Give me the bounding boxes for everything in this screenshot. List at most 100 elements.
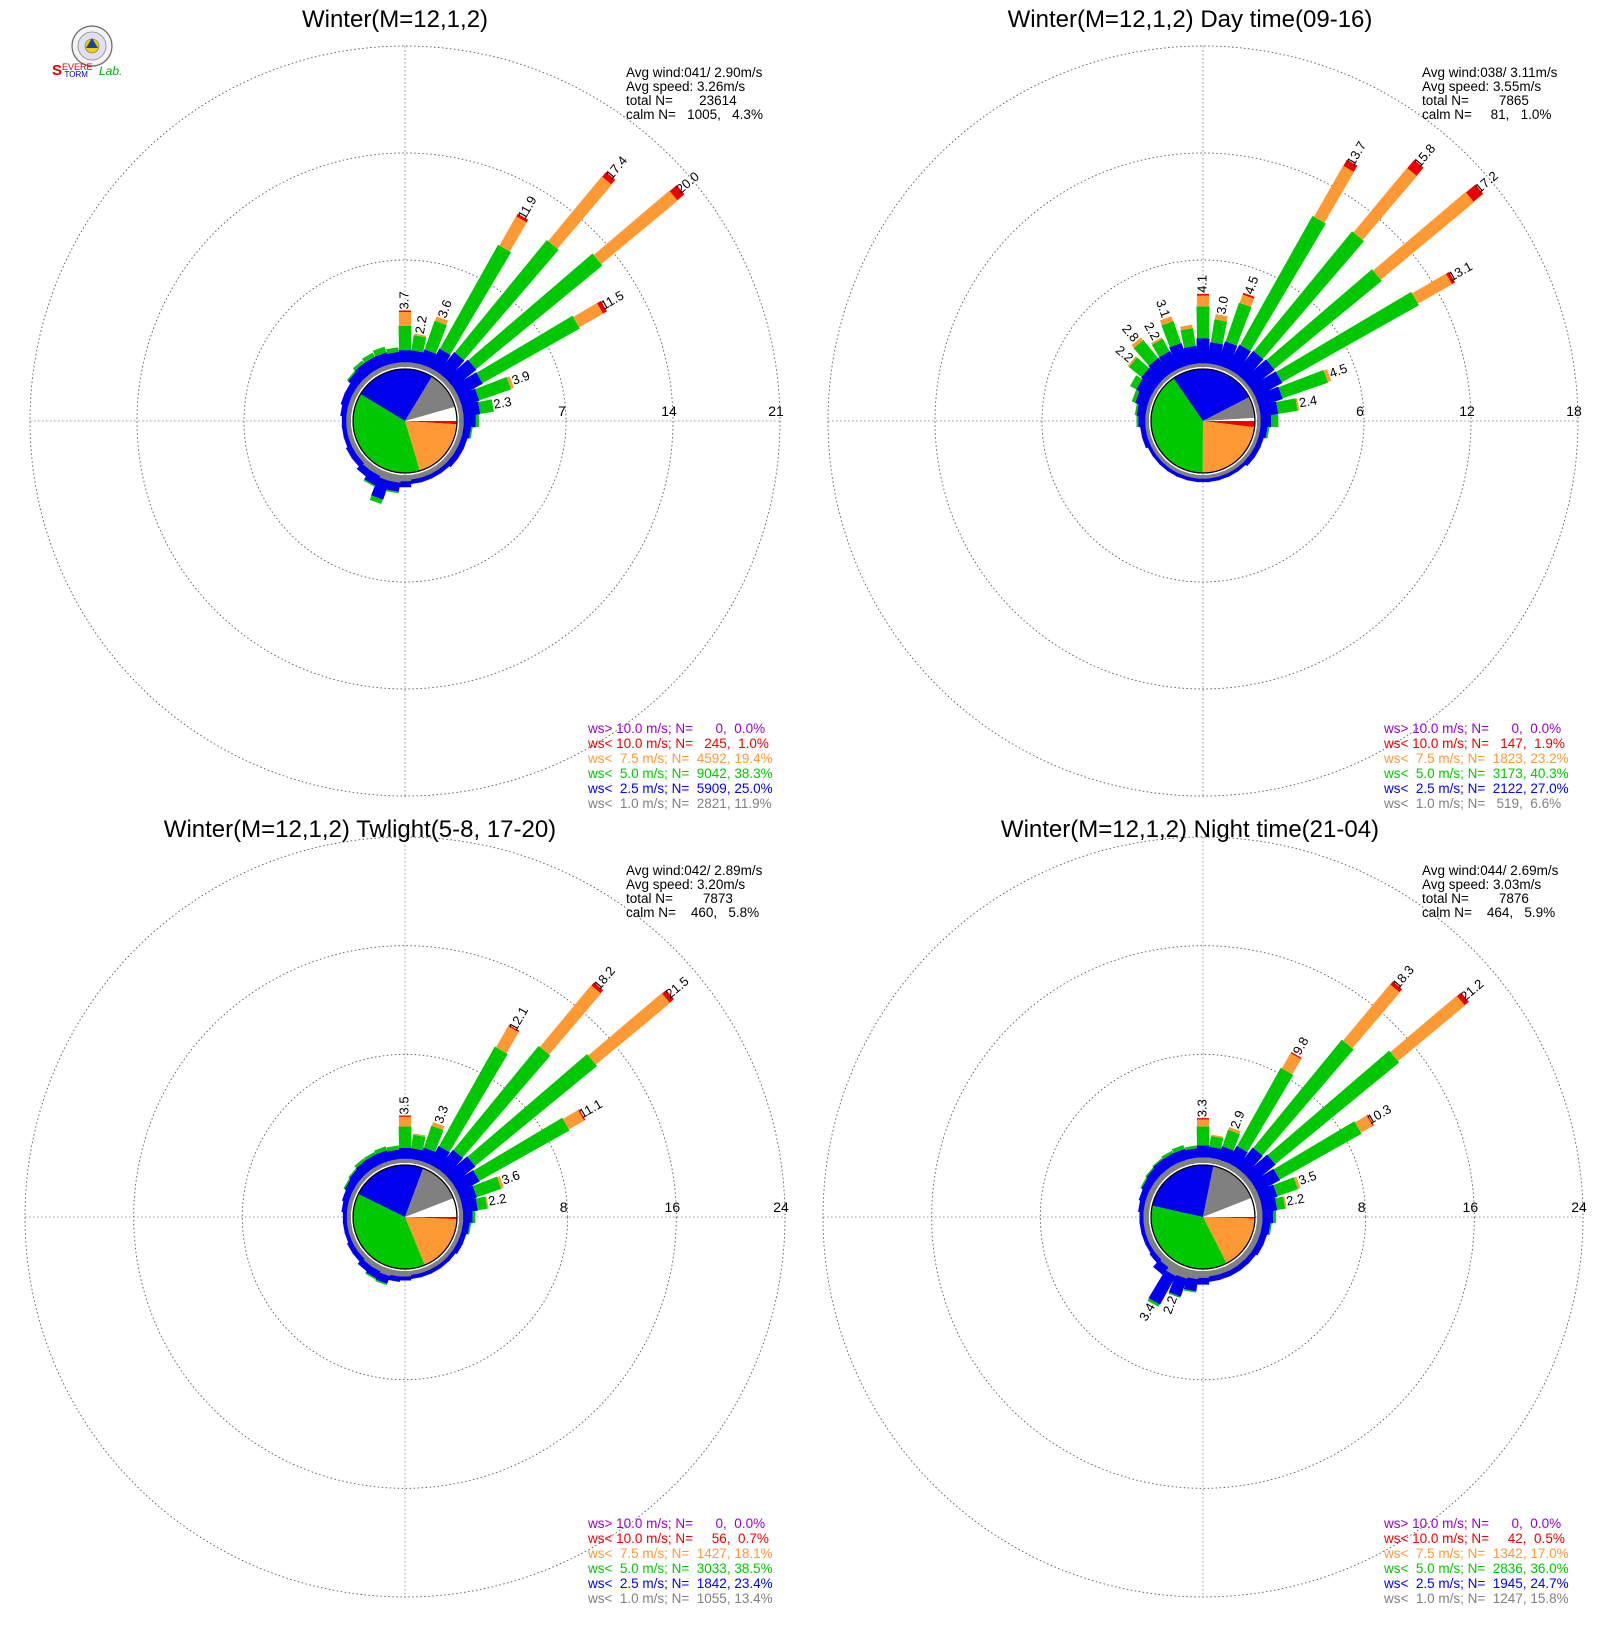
petal-segment [1143, 1220, 1151, 1234]
petal-segment [662, 989, 674, 1003]
petal-segment [409, 350, 424, 365]
petal-segment [386, 351, 401, 365]
petal-segment [1290, 1051, 1302, 1060]
petal-segment [1139, 425, 1148, 438]
petal-label: 3.9 [510, 368, 532, 388]
petal-segment [1266, 269, 1382, 370]
petal-segment [452, 1170, 480, 1194]
petal-segment [506, 376, 514, 389]
ring-label: 16 [665, 1199, 681, 1215]
grid-ring [241, 1053, 569, 1381]
petal-segment [1196, 363, 1210, 367]
petal-segment [1168, 1292, 1181, 1298]
petal-segment [1246, 386, 1256, 400]
petal-segment [379, 363, 393, 373]
petal-segment [431, 1122, 445, 1131]
petal-segment [1150, 442, 1160, 456]
petal-segment [388, 1158, 402, 1165]
petal-label: 2.3 [492, 394, 512, 412]
petal-segment [1295, 398, 1300, 411]
petal-segment [340, 403, 349, 417]
speed-legend: ws> 10.0 m/s; N= 0, 0.0% ws< 10.0 m/s; N… [1384, 721, 1569, 811]
petal-segment [1196, 295, 1210, 307]
petal-segment [1144, 1241, 1155, 1255]
petal-segment [1161, 321, 1182, 348]
petal-segment [1313, 165, 1355, 223]
petal-segment [1258, 425, 1268, 439]
petal-segment [408, 1158, 422, 1165]
petal-segment [1256, 1231, 1268, 1246]
grid-ring [934, 152, 1472, 690]
petal-segment [375, 1272, 390, 1284]
petal-segment [374, 1146, 388, 1155]
petal-segment [452, 372, 483, 397]
hub-slice [405, 376, 456, 421]
petal-segment [1251, 1168, 1281, 1193]
petal-segment [1177, 364, 1191, 373]
petal-segment [1147, 444, 1157, 457]
petal-segment [1251, 1241, 1264, 1256]
petal-segment [1196, 1126, 1210, 1146]
petal-label: 13.1 [1446, 258, 1475, 284]
petal-segment [467, 1054, 598, 1166]
petal-segment [1373, 192, 1475, 280]
petal-segment [1161, 1150, 1174, 1160]
petal-segment [1217, 341, 1238, 369]
petal-segment [1235, 350, 1264, 381]
petal-segment [1196, 1118, 1210, 1120]
petal-segment [1186, 476, 1199, 483]
petal-segment [591, 982, 604, 994]
petal-segment [1273, 1210, 1277, 1224]
total-n: total N= 7865 [1422, 93, 1529, 108]
petal-segment [342, 1221, 349, 1234]
legend-entry: ws< 2.5 m/s; N= 1945, 24.7% [1384, 1576, 1569, 1591]
legend-entry: ws< 1.0 m/s; N= 1055, 13.4% [588, 1591, 773, 1606]
petal-label: 2.2 [487, 1191, 507, 1209]
petal-segment [1239, 294, 1255, 307]
hub-slice [353, 1193, 425, 1269]
petal-segment [461, 425, 472, 439]
petal-segment [346, 424, 353, 438]
logo-letter: S [52, 62, 63, 79]
petal-segment [398, 1126, 412, 1149]
hub-slice [1203, 397, 1255, 421]
legend-entry: ws> 10.0 m/s; N= 0, 0.0% [588, 721, 766, 736]
petal-segment [1138, 414, 1146, 428]
petal-segment [409, 477, 422, 485]
petal-segment [352, 360, 365, 371]
petal-segment [388, 362, 402, 369]
petal-segment [365, 1265, 381, 1279]
petal-segment [1207, 1146, 1222, 1160]
petal-segment [1196, 293, 1210, 296]
petal-segment [1176, 473, 1189, 481]
petal-segment [1445, 271, 1456, 285]
petal-label: 2.4 [1298, 392, 1318, 410]
petal-segment [1255, 424, 1261, 438]
petal-segment [1253, 1039, 1354, 1156]
stats-box: Avg wind:038/ 3.11m/s Avg speed: 3.55m/s… [1422, 66, 1557, 122]
avg-wind: Avg wind:041/ 2.90m/s [626, 65, 763, 80]
petal-segment [1211, 1134, 1224, 1139]
petal-label: 2.9 [1227, 1108, 1247, 1130]
hub-slice [405, 1217, 457, 1266]
petal-segment [1134, 403, 1139, 416]
petal-segment [1236, 1147, 1263, 1176]
petal-segment [1173, 1148, 1189, 1164]
petal-segment [398, 310, 412, 312]
grid-ring [1039, 1053, 1367, 1381]
petal-segment [1169, 342, 1189, 369]
petal-segment [408, 362, 422, 369]
hub-slice [405, 421, 457, 425]
petal-segment [1145, 1167, 1155, 1178]
petal-segment [478, 399, 494, 414]
petal-segment [408, 1269, 422, 1276]
petal-segment [413, 1133, 426, 1137]
legend-entry: ws< 7.5 m/s; N= 1823, 23.2% [1384, 751, 1569, 766]
petal-segment [1226, 467, 1239, 477]
petal-segment [539, 985, 601, 1055]
petal-segment [1153, 1259, 1169, 1275]
petal-segment [357, 1258, 372, 1272]
petal-segment [379, 1160, 393, 1169]
legend-entry: ws< 7.5 m/s; N= 4592, 19.4% [588, 751, 773, 766]
petal-segment [1256, 1184, 1278, 1203]
